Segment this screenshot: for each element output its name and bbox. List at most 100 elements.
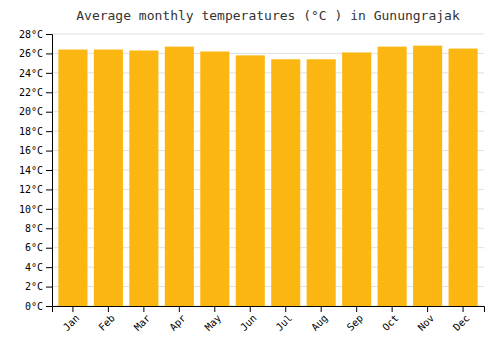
y-tick-label: 22°C xyxy=(19,87,43,98)
x-axis-line xyxy=(53,307,485,313)
y-tick-mark xyxy=(46,73,52,74)
y-tick-label: 26°C xyxy=(19,48,43,59)
y-tick-label: 8°C xyxy=(25,223,43,234)
x-tick: May xyxy=(203,306,224,333)
x-tick: Nov xyxy=(416,306,437,333)
y-tick-mark xyxy=(46,267,52,268)
y-tick-mark xyxy=(46,306,52,307)
x-tick: Jun xyxy=(238,306,259,333)
x-tick-mark xyxy=(392,306,393,312)
plot: 0°C 2°C 4°C 6°C 8°C 10°C 12°C 14°C 16°C 18°C 20°C 2… xyxy=(19,29,485,333)
y-tick: 8°C xyxy=(25,223,52,234)
y-tick-label: 0°C xyxy=(25,301,43,312)
y-tick: 24°C xyxy=(19,68,52,79)
y-tick: 4°C xyxy=(25,262,52,273)
x-tick-label: Sep xyxy=(345,312,366,333)
y-tick-label: 10°C xyxy=(19,204,43,215)
y-tick-label: 14°C xyxy=(19,165,43,176)
y-tick-mark xyxy=(46,131,52,132)
y-tick-mark xyxy=(46,34,52,35)
x-axis: Jan Feb Mar Apr May Jun Jul Aug Sep Oct Nov Dec xyxy=(53,306,485,333)
x-tick-label: Oct xyxy=(380,312,401,333)
x-tick: Jul xyxy=(274,306,295,333)
x-tick-mark xyxy=(179,306,180,312)
y-tick-mark xyxy=(46,287,52,288)
grid-line xyxy=(52,34,484,35)
x-tick: Oct xyxy=(380,306,401,333)
x-tick-label: Mar xyxy=(132,312,153,333)
y-tick: 0°C xyxy=(25,301,52,312)
y-tick: 28°C xyxy=(19,29,52,40)
x-tick: Aug xyxy=(309,306,330,333)
bar xyxy=(307,59,336,306)
y-tick-label: 24°C xyxy=(19,68,43,79)
x-tick-mark xyxy=(285,306,286,312)
y-tick-label: 2°C xyxy=(25,281,43,292)
x-tick-label: May xyxy=(203,312,224,333)
x-tick-label: Nov xyxy=(416,312,437,333)
y-tick-label: 20°C xyxy=(19,106,43,117)
x-tick-mark xyxy=(356,306,357,312)
y-axis-line xyxy=(46,35,53,307)
y-tick-label: 16°C xyxy=(19,145,43,156)
bar xyxy=(236,55,265,306)
x-tick: Mar xyxy=(132,306,153,333)
chart: 0°C 2°C 4°C 6°C 8°C 10°C 12°C 14°C 16°C 18°C 20°C 2… xyxy=(0,0,500,350)
x-tick: Jan xyxy=(61,306,82,333)
x-tick-mark xyxy=(427,306,428,312)
y-tick-label: 12°C xyxy=(19,184,43,195)
grid xyxy=(52,34,484,306)
y-tick-mark xyxy=(46,228,52,229)
y-tick-mark xyxy=(46,170,52,171)
y-tick-label: 6°C xyxy=(25,242,43,253)
bar xyxy=(271,59,300,306)
bar xyxy=(378,47,407,306)
x-tick-label: Feb xyxy=(96,312,117,333)
title: Average monthly temperatures (°C ) in Gu… xyxy=(76,8,460,23)
x-tick-mark xyxy=(108,306,109,312)
x-tick: Apr xyxy=(167,306,188,333)
y-tick-mark xyxy=(46,112,52,113)
y-tick-label: 18°C xyxy=(19,126,43,137)
y-tick-mark xyxy=(46,189,52,190)
bar xyxy=(413,46,442,306)
bars xyxy=(58,46,477,306)
bar xyxy=(94,50,123,306)
bar xyxy=(129,51,158,306)
x-tick-label: Aug xyxy=(309,312,330,333)
y-tick: 20°C xyxy=(19,106,52,117)
x-tick-label: Jul xyxy=(274,312,295,333)
x-tick-label: Jun xyxy=(238,312,259,333)
bar xyxy=(449,49,478,306)
x-tick-mark xyxy=(72,306,73,312)
y-tick: 14°C xyxy=(19,165,52,176)
bar xyxy=(58,50,87,306)
bar xyxy=(200,51,229,306)
y-tick-mark xyxy=(46,248,52,249)
y-tick: 6°C xyxy=(25,242,52,253)
y-tick: 26°C xyxy=(19,48,52,59)
y-tick-mark xyxy=(46,53,52,54)
x-tick: Feb xyxy=(96,306,117,333)
y-tick: 2°C xyxy=(25,281,52,292)
y-tick-mark xyxy=(46,151,52,152)
bar xyxy=(165,47,194,306)
y-tick-mark xyxy=(46,92,52,93)
y-axis: 0°C 2°C 4°C 6°C 8°C 10°C 12°C 14°C 16°C 18°C 20°C 2… xyxy=(19,29,53,312)
y-tick: 16°C xyxy=(19,145,52,156)
x-tick-label: Apr xyxy=(167,312,188,333)
y-tick-label: 28°C xyxy=(19,29,43,40)
x-tick-mark xyxy=(214,306,215,312)
y-tick: 10°C xyxy=(19,204,52,215)
y-tick-mark xyxy=(46,209,52,210)
x-tick-mark xyxy=(250,306,251,312)
x-tick-mark xyxy=(143,306,144,312)
x-tick-label: Jan xyxy=(61,312,82,333)
x-tick: Sep xyxy=(345,306,366,333)
bar xyxy=(342,52,371,306)
x-tick: Dec xyxy=(451,306,472,333)
y-tick: 12°C xyxy=(19,184,52,195)
x-tick-mark xyxy=(463,306,464,312)
y-tick: 18°C xyxy=(19,126,52,137)
x-tick-label: Dec xyxy=(451,312,472,333)
